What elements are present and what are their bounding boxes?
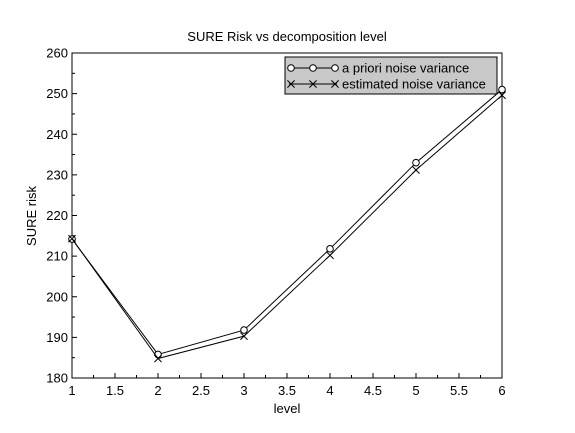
legend-marker-a-priori bbox=[331, 64, 339, 72]
x-marker-stroke bbox=[287, 80, 295, 88]
legend-marker-estimated bbox=[309, 80, 317, 88]
data-point-estimated bbox=[498, 91, 506, 100]
x-tick-label: 1 bbox=[68, 383, 75, 398]
x-tick-label: 5.5 bbox=[450, 383, 468, 398]
data-point-estimated bbox=[68, 234, 76, 243]
x-marker-stroke bbox=[240, 332, 248, 341]
x-tick-label: 3 bbox=[240, 383, 247, 398]
x-tick-label: 4 bbox=[326, 383, 333, 398]
x-marker-stroke bbox=[68, 234, 76, 243]
y-axis-label: SURE risk bbox=[24, 186, 39, 246]
x-tick-label: 3.5 bbox=[278, 383, 296, 398]
series-line-a-priori bbox=[71, 89, 503, 356]
y-tick-label: 180 bbox=[46, 371, 68, 386]
x-axis-label: level bbox=[274, 401, 301, 416]
plot-area bbox=[71, 52, 503, 379]
x-axis: 1 1.5 2 2.5 3 3.5 4 4.5 5 5.5 6 bbox=[68, 373, 506, 398]
y-tick-label: 190 bbox=[46, 330, 68, 345]
x-tick-label: 6 bbox=[498, 383, 505, 398]
y-tick-label: 210 bbox=[46, 249, 68, 264]
x-marker-stroke bbox=[309, 80, 317, 88]
legend-marker-a-priori bbox=[287, 64, 295, 72]
x-tick-label: 5 bbox=[412, 383, 419, 398]
data-point-a-priori bbox=[326, 245, 334, 253]
x-marker-stroke bbox=[412, 166, 420, 174]
x-tick-label: 4.5 bbox=[364, 383, 382, 398]
data-point-estimated bbox=[326, 251, 334, 260]
x-tick-label: 2 bbox=[154, 383, 161, 398]
y-tick-label: 230 bbox=[46, 167, 68, 182]
y-tick-label: 260 bbox=[46, 46, 68, 61]
data-point-a-priori bbox=[240, 326, 248, 334]
y-tick-label: 240 bbox=[46, 127, 68, 142]
legend-box bbox=[284, 56, 498, 95]
y-tick-label: 250 bbox=[46, 86, 68, 101]
legend-label-estimated: estimated noise variance bbox=[342, 77, 486, 92]
legend-marker-a-priori bbox=[309, 64, 317, 72]
x-marker-stroke bbox=[326, 251, 334, 260]
chart-title: SURE Risk vs decomposition level bbox=[187, 29, 387, 44]
legend-marker-estimated bbox=[287, 80, 295, 88]
y-axis: 180 190 200 210 220 230 240 250 260 bbox=[46, 46, 77, 386]
legend-label-a-priori: a priori noise variance bbox=[342, 61, 469, 76]
x-marker-stroke bbox=[331, 80, 339, 88]
data-point-a-priori bbox=[498, 85, 506, 94]
series-layer bbox=[68, 85, 506, 363]
legend-marker-estimated bbox=[331, 80, 339, 88]
x-marker-stroke bbox=[498, 91, 506, 100]
x-tick-label: 1.5 bbox=[106, 383, 124, 398]
x-tick-label: 2.5 bbox=[192, 383, 210, 398]
data-point-a-priori bbox=[412, 158, 420, 167]
series-line-estimated bbox=[71, 94, 503, 360]
data-point-estimated bbox=[412, 166, 420, 174]
y-tick-label: 220 bbox=[46, 208, 68, 223]
y-tick-label: 200 bbox=[46, 289, 68, 304]
data-point-estimated bbox=[154, 354, 162, 363]
x-marker-stroke bbox=[154, 354, 162, 363]
data-point-estimated bbox=[240, 332, 248, 341]
